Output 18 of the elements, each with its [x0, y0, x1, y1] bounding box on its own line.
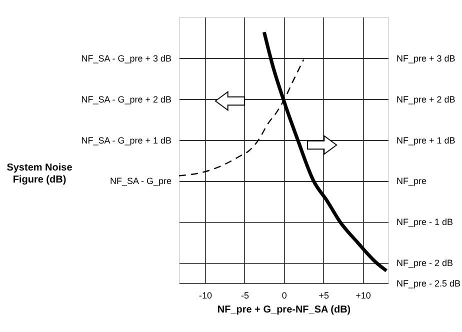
y2-tick-label: NF_pre + 2 dB [396, 94, 456, 104]
x-tick-label: -5 [240, 290, 249, 300]
y2-tick-label: NF_pre + 1 dB [396, 135, 456, 146]
y2-tick-label: NF_pre + 3 dB [396, 53, 456, 64]
y-tick-label: NF_SA - G_pre + 3 dB [81, 53, 172, 64]
x-tick-label: +5 [318, 290, 329, 300]
x-tick-label: 0 [282, 290, 287, 300]
x-tick-label: -10 [199, 290, 212, 300]
x-tick-label: +10 [356, 290, 371, 300]
y2-tick-label: NF_pre [396, 176, 427, 186]
x-axis-title: NF_pre + G_pre-NF_SA (dB) [217, 304, 351, 316]
y2-tick-label: NF_pre - 2 dB [396, 258, 454, 268]
y-tick-label: NF_SA - G_pre [110, 176, 172, 186]
y2-tick-label: NF_pre - 1 dB [396, 217, 454, 228]
y-tick-label: NF_SA - G_pre + 2 dB [81, 94, 172, 104]
y-tick-label: NF_SA - G_pre + 1 dB [81, 135, 172, 146]
y-axis-title: System Noise Figure (dB) [6, 162, 73, 186]
y2-tick-label: NF_pre - 2.5 dB [396, 278, 461, 288]
